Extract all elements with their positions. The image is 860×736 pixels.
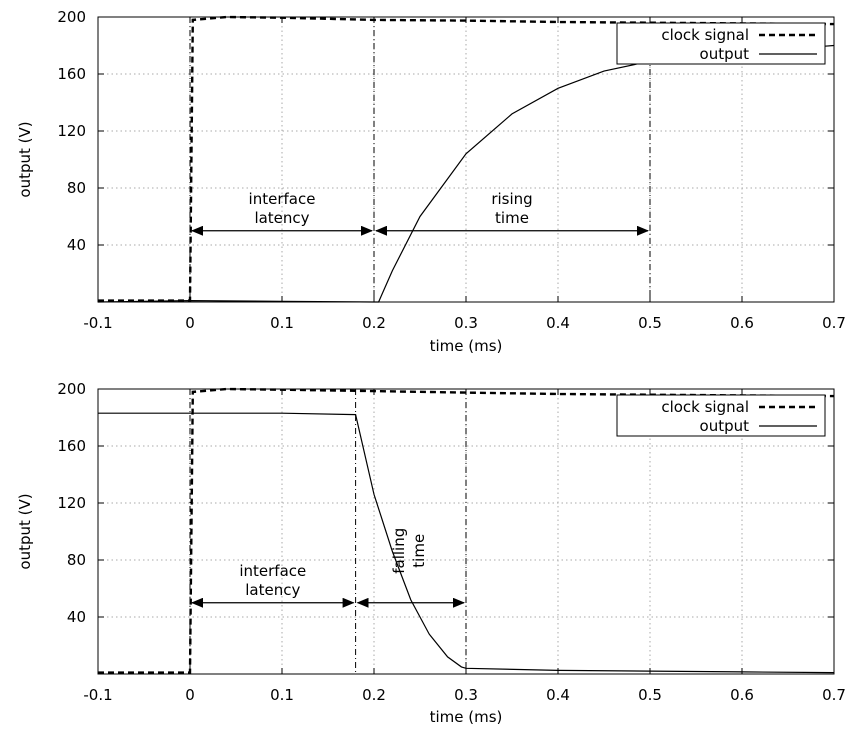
x-axis-label: time (ms) — [430, 708, 503, 726]
y-tick-label: 120 — [57, 122, 86, 140]
annotation-label: interface — [239, 562, 306, 580]
y-tick-label: 200 — [57, 8, 86, 26]
y-axis-label: output (V) — [16, 121, 34, 197]
x-tick-label: -0.1 — [83, 314, 112, 332]
y-tick-label: 160 — [57, 437, 86, 455]
x-tick-label: 0 — [185, 686, 195, 704]
annotation-label: latency — [254, 209, 309, 227]
y-tick-label: 40 — [67, 236, 86, 254]
legend-label: output — [700, 45, 750, 63]
x-tick-label: 0.5 — [638, 314, 662, 332]
annotation-label: falling — [390, 528, 408, 574]
x-tick-label: 0.2 — [362, 686, 386, 704]
y-tick-label: 120 — [57, 494, 86, 512]
y-tick-label: 80 — [67, 179, 86, 197]
annotation-label: time — [495, 209, 529, 227]
y-tick-label: 200 — [57, 380, 86, 398]
x-tick-label: 0.6 — [730, 314, 754, 332]
x-tick-label: 0.6 — [730, 686, 754, 704]
x-axis-label: time (ms) — [430, 337, 503, 355]
x-tick-label: 0.3 — [454, 314, 478, 332]
x-tick-label: 0.1 — [270, 686, 294, 704]
x-tick-label: -0.1 — [83, 686, 112, 704]
annotation-label: interface — [249, 190, 316, 208]
x-tick-label: 0.7 — [822, 686, 846, 704]
x-tick-label: 0.4 — [546, 686, 570, 704]
x-tick-label: 0.1 — [270, 314, 294, 332]
y-tick-label: 160 — [57, 65, 86, 83]
series-output — [98, 412, 835, 674]
series-output — [97, 44, 835, 303]
chart-panel-top: -0.1 0 0.1 0.2 0.3 0.4 0.5 0.6 0.7 40 80 120 160 200 t… — [16, 8, 846, 355]
x-tick-label: 0.5 — [638, 686, 662, 704]
legend-box — [616, 394, 826, 437]
annotation-label: latency — [245, 581, 300, 599]
chart-panel-bottom: -0.1 0 0.1 0.2 0.3 0.4 0.5 0.6 0.7 40 80 120 160 200 t… — [16, 380, 846, 726]
x-tick-label: 0.4 — [546, 314, 570, 332]
legend-label: output — [700, 417, 750, 435]
x-tick-label: 0.3 — [454, 686, 478, 704]
legend-box — [616, 22, 826, 65]
x-tick-label: 0.7 — [822, 314, 846, 332]
y-tick-label: 40 — [67, 608, 86, 626]
legend-label: clock signal — [661, 398, 749, 416]
x-tick-label: 0.2 — [362, 314, 386, 332]
annotation-label: time — [410, 534, 428, 568]
legend-label: clock signal — [661, 26, 749, 44]
y-axis-label: output (V) — [16, 493, 34, 569]
y-tick-label: 80 — [67, 551, 86, 569]
annotation-label: rising — [491, 190, 532, 208]
x-tick-label: 0 — [185, 314, 195, 332]
